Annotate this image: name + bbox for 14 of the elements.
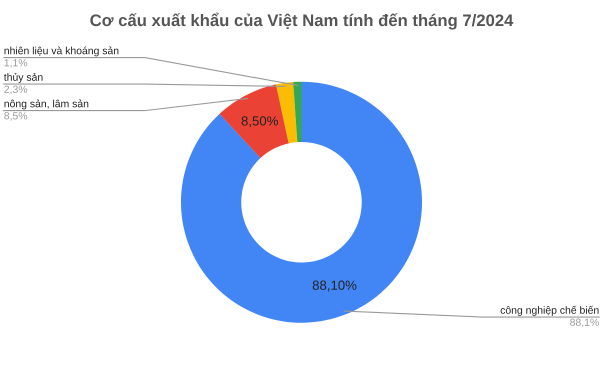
data-label: 8,50% <box>242 116 278 128</box>
slice-label: thủy sản <box>4 72 43 83</box>
data-label: 88,10% <box>312 280 356 292</box>
slice-label: nông sản, lâm sản <box>4 99 88 110</box>
slice-label: công nghiệp chế biến <box>500 306 599 316</box>
donut-slice <box>293 82 302 142</box>
text: 1,1% <box>4 59 28 68</box>
slice-label: nhiên liệu và khoáng sản <box>4 46 118 56</box>
donut-slice <box>180 82 422 323</box>
text: 88,1% <box>570 318 599 328</box>
donut-slice <box>220 84 289 158</box>
text: 8,5% <box>4 112 28 121</box>
text: 2,3% <box>4 86 28 94</box>
chart-title: Cơ cấu xuất khẩu của Việt Nam tính đến tháng 7/2024 <box>90 12 514 30</box>
